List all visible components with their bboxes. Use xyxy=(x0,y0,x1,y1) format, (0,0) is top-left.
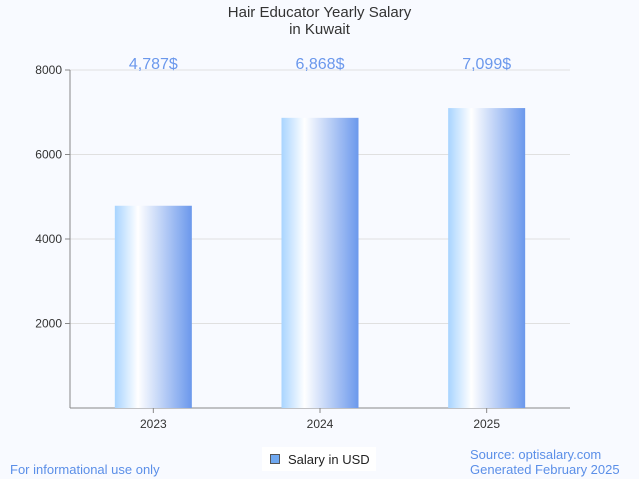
chart-title: Hair Educator Yearly Salary in Kuwait xyxy=(0,4,639,38)
y-tick-label: 4000 xyxy=(35,232,62,246)
legend-swatch xyxy=(270,454,280,464)
y-tick-label: 8000 xyxy=(35,63,62,77)
generated-date: Generated February 2025 xyxy=(470,462,620,477)
title-line-2: in Kuwait xyxy=(289,21,350,38)
bar-2023 xyxy=(114,205,192,408)
x-tick-label: 2024 xyxy=(307,417,334,431)
bar-2025 xyxy=(448,108,526,408)
legend-label: Salary in USD xyxy=(288,451,370,467)
x-tick-label: 2023 xyxy=(140,417,167,431)
x-tick-label: 2025 xyxy=(473,417,500,431)
title-line-1: Hair Educator Yearly Salary xyxy=(227,4,412,21)
data-label: 7,099$ xyxy=(462,56,511,73)
legend: Salary in USD xyxy=(262,447,376,471)
data-label: 6,868$ xyxy=(296,56,345,73)
y-tick-label: 6000 xyxy=(35,148,62,162)
y-tick-label: 2000 xyxy=(35,317,62,331)
data-label: 4,787$ xyxy=(129,56,178,73)
disclaimer: For informational use only xyxy=(10,462,160,477)
source-link[interactable]: Source: optisalary.com xyxy=(470,447,602,462)
bar-2024 xyxy=(281,117,359,409)
